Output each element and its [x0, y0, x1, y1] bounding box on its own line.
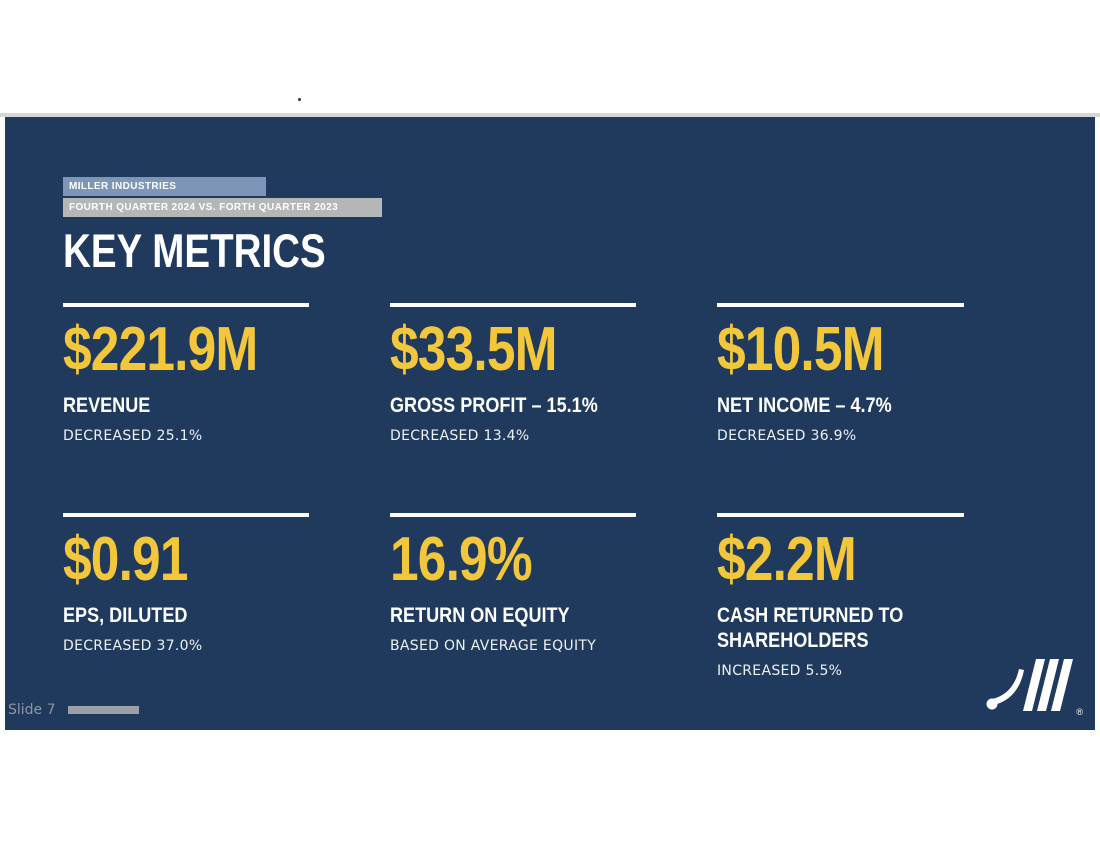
metric-label: REVENUE: [63, 394, 151, 417]
metric-detail: DECREASED 25.1%: [63, 428, 203, 445]
slide-title: KEY METRICS: [63, 224, 326, 277]
slide-number-label: Slide 7: [8, 702, 56, 718]
stray-cursor-dot: [298, 98, 301, 101]
metric-card-eps: $0.91 EPS, DILUTED DECREASED 37.0%: [63, 513, 309, 723]
miller-logo-mark: [986, 659, 1073, 711]
slide-number-indicator: Slide 7: [8, 702, 139, 718]
metric-card-gross-profit: $33.5M GROSS PROFIT – 15.1% DECREASED 13…: [390, 303, 636, 513]
metric-detail: DECREASED 13.4%: [390, 428, 530, 445]
metric-label: EPS, DILUTED: [63, 604, 188, 627]
metric-divider: [717, 303, 964, 307]
metric-label: RETURN ON EQUITY: [390, 604, 570, 627]
metric-detail: DECREASED 37.0%: [63, 638, 203, 655]
metric-card-net-income: $10.5M NET INCOME – 4.7% DECREASED 36.9%: [717, 303, 964, 513]
metric-card-cash-returned: $2.2M CASH RETURNED TO SHAREHOLDERS INCR…: [717, 513, 964, 723]
slide: MILLER INDUSTRIES FOURTH QUARTER 2024 VS…: [5, 117, 1095, 730]
company-tag-label: MILLER INDUSTRIES: [69, 181, 177, 192]
metric-divider: [63, 303, 309, 307]
period-tag-label: FOURTH QUARTER 2024 VS. FORTH QUARTER 20…: [69, 202, 339, 213]
metric-value: $2.2M: [717, 525, 857, 594]
period-tag: FOURTH QUARTER 2024 VS. FORTH QUARTER 20…: [63, 198, 382, 217]
metric-divider: [390, 513, 636, 517]
metric-value: $33.5M: [390, 315, 558, 384]
registered-trademark: ®: [1076, 707, 1083, 717]
metric-divider: [717, 513, 964, 517]
metric-label: NET INCOME – 4.7%: [717, 394, 892, 417]
metric-detail: BASED ON AVERAGE EQUITY: [390, 638, 597, 655]
metric-value: $0.91: [63, 525, 188, 594]
slide-progress-bar: [67, 706, 139, 714]
slide-top-edge: [0, 113, 1100, 117]
metric-card-revenue: $221.9M REVENUE DECREASED 25.1%: [63, 303, 309, 513]
company-tag: MILLER INDUSTRIES: [63, 177, 266, 196]
metric-value: 16.9%: [390, 525, 533, 594]
metric-divider: [390, 303, 636, 307]
metric-value: $10.5M: [717, 315, 885, 384]
metric-divider: [63, 513, 309, 517]
metric-detail: DECREASED 36.9%: [717, 428, 857, 445]
metric-card-return-on-equity: 16.9% RETURN ON EQUITY BASED ON AVERAGE …: [390, 513, 636, 723]
miller-industries-logo: ®: [985, 653, 1083, 719]
metric-label: GROSS PROFIT – 15.1%: [390, 394, 598, 417]
metrics-grid: $221.9M REVENUE DECREASED 25.1% $33.5M G…: [63, 303, 964, 723]
metric-detail: INCREASED 5.5%: [717, 663, 843, 680]
metric-value: $221.9M: [63, 315, 258, 384]
metric-label: CASH RETURNED TO SHAREHOLDERS: [717, 604, 904, 653]
